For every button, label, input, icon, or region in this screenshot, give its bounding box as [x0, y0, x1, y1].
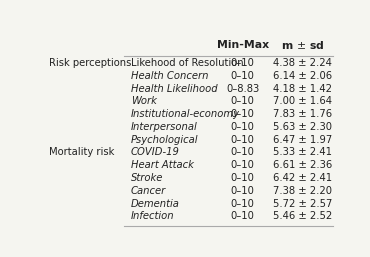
Text: 0–10: 0–10 — [231, 109, 255, 119]
Text: 4.38 ± 2.24: 4.38 ± 2.24 — [273, 58, 332, 68]
Text: Infection: Infection — [131, 212, 175, 221]
Text: 0–10: 0–10 — [231, 135, 255, 145]
Text: Stroke: Stroke — [131, 173, 163, 183]
Text: 0–10: 0–10 — [231, 71, 255, 81]
Text: 5.72 ± 2.57: 5.72 ± 2.57 — [273, 199, 333, 209]
Text: 0–10: 0–10 — [231, 148, 255, 158]
Text: Work: Work — [131, 96, 157, 106]
Text: 0–10: 0–10 — [231, 186, 255, 196]
Text: Cancer: Cancer — [131, 186, 166, 196]
Text: 0–10: 0–10 — [231, 212, 255, 221]
Text: 5.63 ± 2.30: 5.63 ± 2.30 — [273, 122, 332, 132]
Text: Interpersonal: Interpersonal — [131, 122, 198, 132]
Text: Min-Max: Min-Max — [216, 40, 269, 50]
Text: 6.47 ± 1.97: 6.47 ± 1.97 — [273, 135, 333, 145]
Text: Dementia: Dementia — [131, 199, 180, 209]
Text: 0–10: 0–10 — [231, 96, 255, 106]
Text: 6.14 ± 2.06: 6.14 ± 2.06 — [273, 71, 333, 81]
Text: Heart Attack: Heart Attack — [131, 160, 194, 170]
Text: 5.46 ± 2.52: 5.46 ± 2.52 — [273, 212, 333, 221]
Text: 0–10: 0–10 — [231, 122, 255, 132]
Text: Health Concern: Health Concern — [131, 71, 208, 81]
Text: Institutional-economy: Institutional-economy — [131, 109, 240, 119]
Text: 6.42 ± 2.41: 6.42 ± 2.41 — [273, 173, 333, 183]
Text: Risk perceptions: Risk perceptions — [49, 58, 131, 68]
Text: Likehood of Resolution: Likehood of Resolution — [131, 58, 243, 68]
Text: 0–10: 0–10 — [231, 58, 255, 68]
Text: 0–8.83: 0–8.83 — [226, 84, 259, 94]
Text: Psychological: Psychological — [131, 135, 198, 145]
Text: 4.18 ± 1.42: 4.18 ± 1.42 — [273, 84, 332, 94]
Text: 0–10: 0–10 — [231, 199, 255, 209]
Text: 7.38 ± 2.20: 7.38 ± 2.20 — [273, 186, 332, 196]
Text: 7.00 ± 1.64: 7.00 ± 1.64 — [273, 96, 332, 106]
Text: 0–10: 0–10 — [231, 160, 255, 170]
Text: m $\pm$ sd: m $\pm$ sd — [281, 39, 324, 51]
Text: 0–10: 0–10 — [231, 173, 255, 183]
Text: 6.61 ± 2.36: 6.61 ± 2.36 — [273, 160, 333, 170]
Text: 7.83 ± 1.76: 7.83 ± 1.76 — [273, 109, 333, 119]
Text: 5.33 ± 2.41: 5.33 ± 2.41 — [273, 148, 332, 158]
Text: Health Likelihood: Health Likelihood — [131, 84, 218, 94]
Text: Mortality risk: Mortality risk — [49, 148, 114, 158]
Text: COVID-19: COVID-19 — [131, 148, 180, 158]
